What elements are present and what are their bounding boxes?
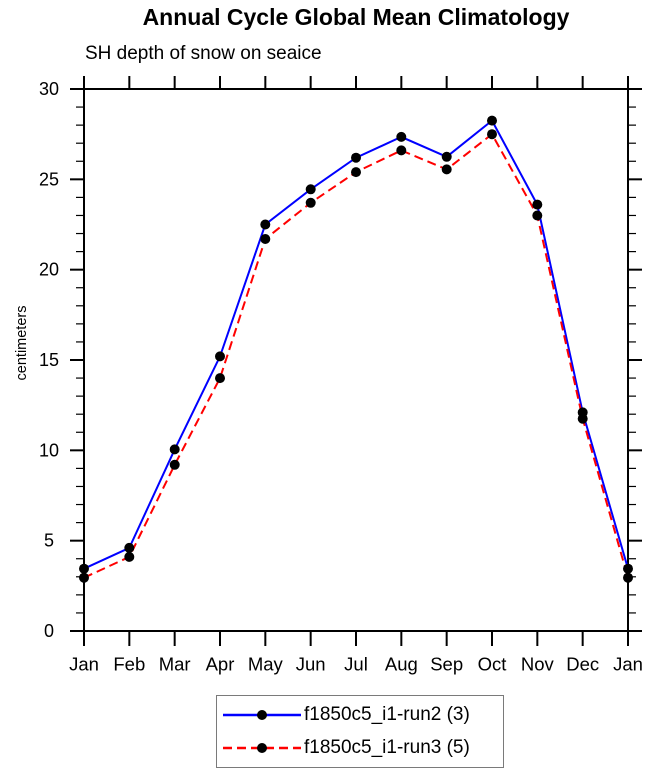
data-point-0 bbox=[441, 151, 452, 162]
x-tick-label: Jun bbox=[296, 654, 326, 675]
y-tick-label: 15 bbox=[39, 350, 59, 370]
x-tick-label: Sep bbox=[430, 654, 463, 675]
chart-title: Annual Cycle Global Mean Climatology bbox=[142, 4, 570, 30]
y-tick-label: 5 bbox=[44, 531, 54, 551]
legend-line-marker-run3-icon bbox=[223, 743, 301, 753]
legend-box: f1850c5_i1-run2 (3) f1850c5_i1-run3 (5) bbox=[216, 695, 504, 768]
data-point-1 bbox=[260, 234, 271, 244]
y-tick-label: 25 bbox=[39, 169, 59, 189]
chart-subtitle: SH depth of snow on seaice bbox=[85, 43, 322, 64]
plot-frame bbox=[83, 88, 629, 632]
data-point-1 bbox=[441, 164, 452, 175]
data-point-0 bbox=[79, 563, 89, 574]
data-point-0 bbox=[215, 351, 225, 362]
data-point-1 bbox=[79, 572, 89, 583]
x-tick-label: Oct bbox=[478, 654, 507, 675]
data-series bbox=[79, 115, 633, 583]
data-point-1 bbox=[532, 210, 543, 221]
data-point-0 bbox=[124, 542, 135, 553]
data-point-1 bbox=[396, 145, 407, 156]
x-tick-label: Aug bbox=[385, 654, 418, 675]
data-point-1 bbox=[351, 167, 361, 178]
data-point-0 bbox=[487, 115, 497, 126]
axes: 0 5 10 15 20 25 30 Jan Feb Mar Apr May Jun Jul Aug Sep O… bbox=[39, 76, 643, 675]
x-tick-label: Nov bbox=[521, 654, 555, 675]
series-line-0 bbox=[83, 119, 629, 570]
legend-item-run2: f1850c5_i1-run2 (3) bbox=[222, 699, 503, 732]
x-tick-label: Jan bbox=[613, 654, 643, 675]
data-point-0 bbox=[623, 563, 633, 574]
data-point-1 bbox=[305, 197, 316, 208]
y-tick-label: 20 bbox=[39, 260, 59, 280]
data-point-1 bbox=[169, 459, 180, 470]
data-point-1 bbox=[577, 413, 588, 424]
data-point-1 bbox=[124, 551, 135, 562]
x-tick-label: Jan bbox=[69, 654, 99, 675]
y-tick-label: 10 bbox=[39, 440, 59, 460]
x-tick-label: Dec bbox=[566, 654, 599, 675]
data-point-0 bbox=[351, 152, 361, 163]
data-point-0 bbox=[305, 184, 316, 195]
data-point-0 bbox=[532, 199, 543, 210]
x-tick-label: Jul bbox=[344, 654, 368, 675]
y-tick-label: 30 bbox=[39, 79, 59, 99]
legend-line-marker-run2-icon bbox=[223, 710, 301, 720]
data-point-1 bbox=[487, 129, 497, 140]
y-tick-label: 0 bbox=[44, 621, 54, 641]
x-tick-label: Apr bbox=[206, 654, 235, 675]
legend-item-run3: f1850c5_i1-run3 (5) bbox=[222, 732, 503, 765]
series-line-1 bbox=[83, 132, 629, 579]
x-tick-label: Feb bbox=[113, 654, 145, 675]
x-tick-label: May bbox=[248, 654, 284, 675]
data-point-1 bbox=[623, 572, 633, 583]
legend-series-label-run3: f1850c5_i1-run3 (5) bbox=[304, 737, 470, 758]
y-axis-label: centimeters bbox=[14, 306, 30, 381]
data-point-1 bbox=[215, 373, 225, 384]
legend-series-label-run2: f1850c5_i1-run2 (3) bbox=[304, 704, 470, 725]
data-point-0 bbox=[260, 219, 271, 230]
data-point-0 bbox=[169, 444, 180, 455]
data-point-0 bbox=[396, 131, 407, 142]
x-tick-label: Mar bbox=[159, 654, 191, 675]
